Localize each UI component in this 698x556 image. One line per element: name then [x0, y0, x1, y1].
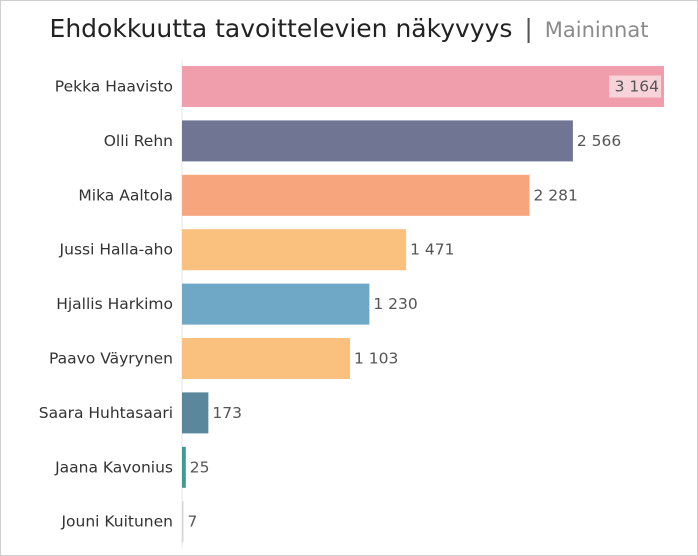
category-label: Hjallis Harkimo: [56, 295, 173, 313]
bar[interactable]: [182, 120, 573, 162]
value-label: 1 103: [354, 350, 398, 368]
bar[interactable]: [182, 283, 370, 325]
category-label: Pekka Haavisto: [55, 78, 173, 96]
value-label: 2 281: [533, 186, 577, 204]
category-label: Olli Rehn: [104, 132, 173, 150]
value-label: 25: [190, 458, 210, 476]
category-label: Paavo Väyrynen: [49, 350, 173, 368]
bars-group: Pekka Haavisto 3 164 Olli Rehn 2 566 Mika Aa…: [39, 66, 664, 543]
category-label: Mika Aaltola: [78, 186, 173, 204]
value-label: 7: [188, 513, 198, 531]
bar[interactable]: [182, 338, 351, 379]
value-label: 1 471: [410, 241, 454, 259]
category-label: Jouni Kuitunen: [60, 513, 173, 531]
bar[interactable]: [182, 174, 530, 216]
bar[interactable]: [182, 392, 209, 434]
chart-title: Ehdokkuutta tavoittelevien näkyvyys | Ma…: [0, 14, 698, 43]
bar[interactable]: [182, 501, 184, 543]
title-separator: |: [524, 14, 533, 43]
value-label: 2 566: [577, 132, 621, 150]
value-label: 3 164: [615, 78, 659, 96]
value-label: 173: [212, 404, 242, 422]
category-label: Jussi Halla-aho: [59, 241, 173, 259]
category-label: Saara Huhtasaari: [39, 404, 173, 422]
bar[interactable]: [182, 66, 664, 107]
bar[interactable]: [182, 229, 407, 271]
title-text: Ehdokkuutta tavoittelevien näkyvyys: [49, 14, 513, 43]
value-label-background: [609, 75, 661, 98]
value-label: 1 230: [373, 295, 417, 313]
subtitle-text: Maininnat: [544, 18, 649, 42]
bar[interactable]: [182, 446, 186, 488]
category-label: Jaana Kavonius: [54, 458, 173, 476]
